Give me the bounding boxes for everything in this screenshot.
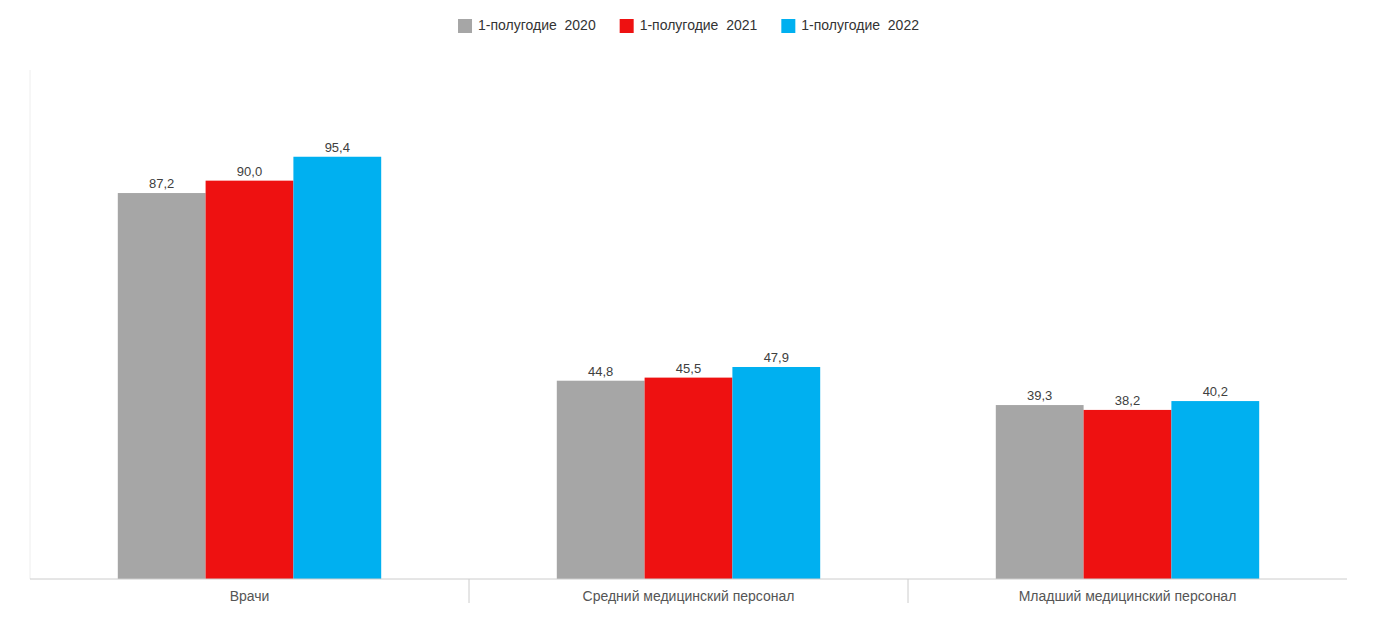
data-label: 45,5 (676, 361, 701, 376)
bar (1171, 401, 1259, 579)
data-label: 44,8 (588, 364, 613, 379)
legend-swatch (620, 19, 634, 33)
bar (206, 181, 294, 579)
chart: 87,2 44,8 39,3 90,0 45,5 38,2 95,4 47,9 40,2 Врач… (0, 0, 1377, 629)
legend-item: 1-полугодие 2022 (781, 17, 919, 33)
x-tick-label: Младший медицинский персонал (1019, 588, 1237, 604)
bar (732, 367, 820, 579)
bar (996, 405, 1084, 579)
x-axis (30, 579, 1347, 580)
chart-container: 87,2 44,8 39,3 90,0 45,5 38,2 95,4 47,9 40,2 Врач… (0, 0, 1377, 629)
bar (645, 378, 733, 579)
legend: 1-полугодие 2020 1-полугодие 2021 1-полуго… (458, 17, 919, 33)
legend-item: 1-полугодие 2021 (620, 17, 758, 33)
y-axis-line (30, 70, 31, 579)
data-label: 90,0 (237, 164, 262, 179)
data-label: 47,9 (764, 350, 789, 365)
data-label: 38,2 (1115, 393, 1140, 408)
legend-swatch (781, 19, 795, 33)
data-label: 95,4 (325, 140, 350, 155)
bar (1084, 410, 1172, 579)
bars (118, 157, 1259, 579)
legend-swatch (458, 19, 472, 33)
data-labels: 87,2 44,8 39,3 90,0 45,5 38,2 95,4 47,9 40,2 (149, 140, 1228, 408)
bar (293, 157, 381, 579)
legend-item: 1-полугодие 2020 (458, 17, 596, 33)
group-separator (908, 579, 909, 603)
bar (557, 381, 645, 579)
legend-label: 1-полугодие 2020 (478, 17, 596, 33)
bar (118, 193, 206, 579)
x-tick-label: Врачи (230, 588, 270, 604)
data-label: 87,2 (149, 176, 174, 191)
legend-label: 1-полугодие 2021 (640, 17, 758, 33)
data-label: 40,2 (1203, 384, 1228, 399)
group-separator (469, 579, 470, 603)
x-tick-label: Средний медицинский персонал (583, 588, 795, 604)
data-label: 39,3 (1027, 388, 1052, 403)
legend-label: 1-полугодие 2022 (801, 17, 919, 33)
